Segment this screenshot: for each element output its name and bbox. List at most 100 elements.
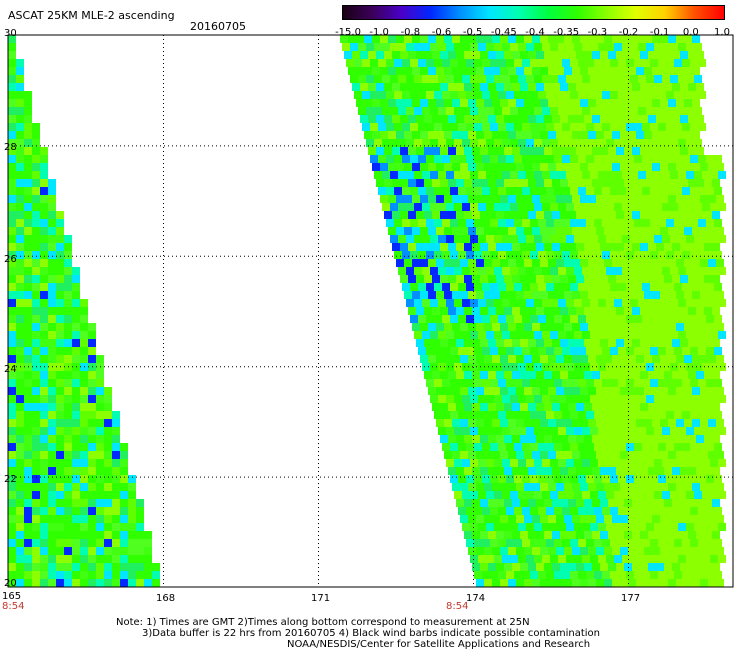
swath-cell	[648, 307, 656, 315]
swath-cell	[616, 147, 624, 155]
swath-cell	[8, 75, 16, 83]
swath-cell	[700, 259, 708, 267]
swath-cell	[512, 403, 520, 411]
swath-cell	[584, 83, 592, 91]
swath-cell	[658, 91, 666, 99]
color-scale-label: -0.4	[525, 27, 545, 38]
swath-cell	[418, 187, 426, 195]
swath-cell	[548, 35, 556, 43]
swath-cell	[498, 91, 506, 99]
swath-cell	[406, 75, 414, 83]
swath-cell	[500, 323, 508, 331]
swath-cell	[24, 371, 32, 379]
swath-cell	[144, 579, 152, 587]
swath-cell	[606, 331, 614, 339]
swath-cell	[368, 115, 376, 123]
swath-cell	[152, 571, 160, 579]
swath-cell	[112, 467, 120, 475]
swath-cell	[464, 83, 472, 91]
swath-cell	[536, 499, 544, 507]
swath-cell	[614, 235, 622, 243]
swath-cell	[538, 443, 546, 451]
swath-cell	[128, 507, 136, 515]
swath-cell	[64, 339, 72, 347]
swath-cell	[524, 451, 532, 459]
swath-cell	[532, 291, 540, 299]
swath-cell	[656, 467, 664, 475]
swath-cell	[554, 443, 562, 451]
swath-cell	[622, 363, 630, 371]
swath-cell	[502, 203, 510, 211]
swath-cell	[590, 107, 598, 115]
swath-cell	[604, 259, 612, 267]
swath-cell	[496, 563, 504, 571]
swath-cell	[544, 243, 552, 251]
swath-cell	[616, 275, 624, 283]
swath-cell	[72, 323, 80, 331]
swath-cell	[714, 539, 722, 547]
swath-cell	[698, 251, 706, 259]
swath-cell	[488, 499, 496, 507]
swath-cell	[422, 139, 430, 147]
swath-cell	[504, 403, 512, 411]
swath-cell	[518, 299, 526, 307]
swath-cell	[550, 299, 558, 307]
swath-cell	[716, 323, 724, 331]
swath-cell	[460, 163, 468, 171]
swath-cell	[596, 419, 604, 427]
swath-cell	[24, 203, 32, 211]
swath-cell	[408, 147, 416, 155]
swath-cell	[72, 379, 80, 387]
swath-cell	[694, 459, 702, 467]
swath-cell	[16, 339, 24, 347]
swath-cell	[704, 179, 712, 187]
swath-cell	[486, 75, 494, 83]
swath-cell	[596, 547, 604, 555]
swath-cell	[684, 579, 692, 587]
swath-cell	[444, 195, 452, 203]
swath-cell	[672, 435, 680, 443]
swath-cell	[484, 35, 492, 43]
swath-cell	[486, 299, 494, 307]
swath-cell	[644, 131, 652, 139]
swath-cell	[680, 83, 688, 91]
swath-cell	[496, 83, 504, 91]
swath-cell	[594, 443, 602, 451]
swath-cell	[144, 531, 152, 539]
swath-cell	[492, 131, 500, 139]
swath-cell	[88, 323, 96, 331]
swath-cell	[448, 371, 456, 379]
swath-cell	[684, 195, 692, 203]
swath-cell	[480, 371, 488, 379]
swath-cell	[368, 147, 376, 155]
swath-cell	[604, 579, 612, 587]
swath-cell	[72, 315, 80, 323]
swath-cell	[96, 411, 104, 419]
swath-cell	[414, 75, 422, 83]
swath-cell	[350, 43, 358, 51]
swath-cell	[442, 443, 450, 451]
swath-cell	[572, 323, 580, 331]
swath-cell	[32, 427, 40, 435]
swath-cell	[476, 547, 484, 555]
swath-cell	[448, 275, 456, 283]
swath-cell	[500, 99, 508, 107]
swath-cell	[410, 283, 418, 291]
swath-cell	[702, 363, 710, 371]
swath-cell	[580, 131, 588, 139]
swath-cell	[620, 515, 628, 523]
swath-cell	[510, 555, 518, 563]
swath-cell	[502, 139, 510, 147]
swath-cell	[462, 107, 470, 115]
swath-cell	[662, 555, 670, 563]
swath-cell	[486, 395, 494, 403]
swath-cell	[680, 307, 688, 315]
swath-cell	[574, 363, 582, 371]
swath-cell	[40, 555, 48, 563]
swath-cell	[538, 475, 546, 483]
note-line-1: Note: 1) Times are GMT 2)Times along bot…	[116, 617, 530, 628]
swath-cell	[492, 579, 500, 587]
swath-cell	[618, 475, 626, 483]
swath-cell	[380, 195, 388, 203]
swath-cell	[88, 563, 96, 571]
